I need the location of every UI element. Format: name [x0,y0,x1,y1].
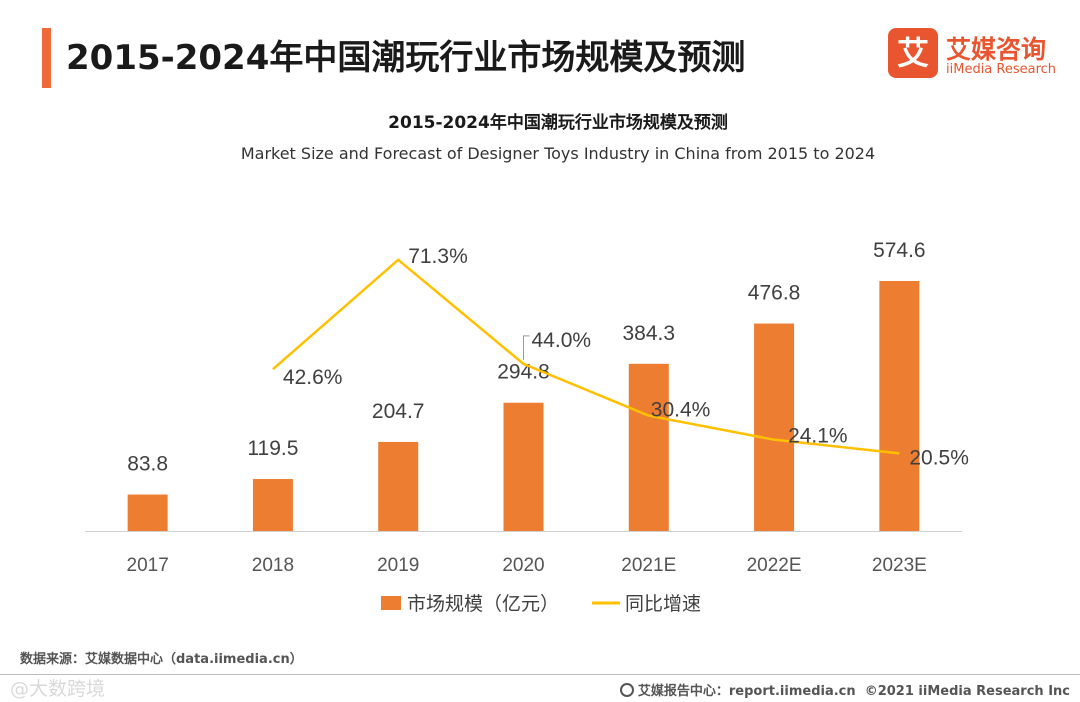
chart-title: 2015-2024年中国潮玩行业市场规模及预测 [388,113,728,133]
bar-value-label: 574.6 [873,239,926,262]
iimedia-logo: 艾 艾媒咨询 iiMedia Research [888,28,1068,84]
legend-label-market-size: 市场规模（亿元） [407,593,559,615]
x-tick-label: 2021E [621,555,676,576]
growth-value-label: 30.4% [651,399,711,422]
copyright: ©2021 iiMedia Research Inc [864,684,1070,699]
x-tick-label: 2017 [127,555,169,576]
bar-value-label: 204.7 [372,400,425,423]
bar-2021E [628,363,669,531]
title-accent-bar [42,28,51,88]
footer-divider [0,674,1080,675]
growth-value-label: 71.3% [408,245,468,268]
globe-icon [619,683,634,697]
watermark: @大数跨境 [10,678,106,700]
growth-value-label: 20.5% [909,446,969,469]
bar-value-label: 384.3 [623,322,676,345]
bar-value-label: 294.8 [497,361,550,384]
legend-swatch-market-size [381,596,401,610]
bar-2023E [879,281,920,531]
legend-label-growth: 同比增速 [625,593,701,615]
growth-value-label: 24.1% [788,425,848,448]
logo-name-en: iiMedia Research [946,62,1057,77]
bar-2018 [252,479,293,531]
bar-2020 [503,402,544,531]
page-title: 2015-2024年中国潮玩行业市场规模及预测 [66,38,746,78]
growth-label-leader [523,335,530,360]
x-tick-label: 2018 [252,555,294,576]
footer-credits: 艾媒报告中心：report.iimedia.cn ©2021 iiMedia R… [619,680,1070,699]
bar-2022E [754,323,795,531]
bar-value-label: 83.8 [127,453,168,476]
logo-name-cn: 艾媒咨询 [946,35,1047,64]
growth-value-label: 44.0% [532,329,592,352]
logo-mark-icon: 艾 [888,28,938,78]
x-tick-label: 2019 [377,555,419,576]
x-tick-label: 2023E [872,555,927,576]
x-tick-label: 2020 [502,555,544,576]
growth-rate-line [272,258,900,455]
data-source-note: 数据来源：艾媒数据中心（data.iimedia.cn） [20,652,303,667]
bar-2017 [127,494,168,531]
bar-value-label: 476.8 [748,282,801,305]
growth-value-label: 42.6% [283,366,343,389]
bar-value-label: 119.5 [247,437,298,460]
bar-2019 [378,441,419,531]
report-site: 艾媒报告中心：report.iimedia.cn [637,684,856,699]
chart-subtitle: Market Size and Forecast of Designer Toy… [240,144,876,163]
x-tick-label: 2022E [747,555,802,576]
